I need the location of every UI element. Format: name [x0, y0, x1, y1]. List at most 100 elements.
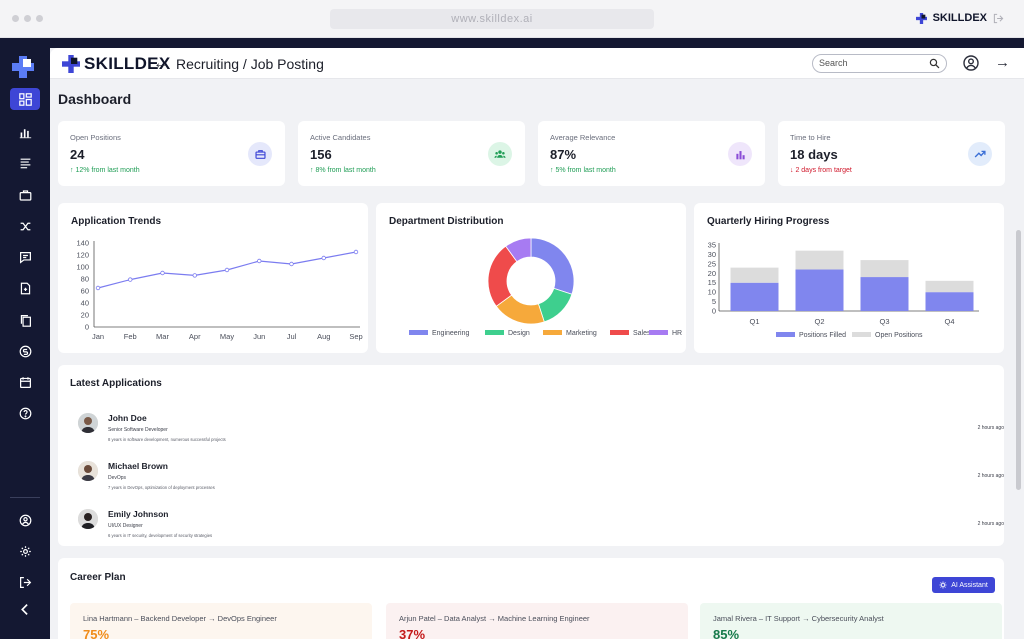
- main-content: SKILLDEX ← Recruiting / Job Posting → Da…: [50, 48, 1024, 639]
- y-tick-label: 30: [708, 250, 716, 259]
- applicant-description: 8 years in software development, numerou…: [108, 437, 226, 442]
- stat-label: Average Relevance: [550, 133, 616, 142]
- skilldex-logo-icon: [62, 55, 80, 73]
- help-icon: [19, 407, 31, 419]
- avatar: [78, 509, 98, 529]
- bar-open: [795, 250, 844, 270]
- career-plan-item[interactable]: Arjun Patel – Data Analyst → Machine Lea…: [386, 603, 688, 639]
- quarterly-hiring-card: Quarterly Hiring Progress 0 5 10 15 20 25 30 35…: [694, 203, 1004, 353]
- y-tick-label: 0: [85, 323, 89, 332]
- sidebar-item-files[interactable]: [10, 309, 40, 331]
- application-row[interactable]: John Doe Senior Software Developer 8 yea…: [78, 413, 1004, 453]
- y-tick-label: 0: [712, 307, 716, 316]
- browser-bar: www.skilldex.ai SKILLDEX: [0, 0, 1024, 38]
- briefcase-icon: [19, 189, 31, 201]
- application-row[interactable]: Michael Brown DevOps 7 years in DevOps, …: [78, 461, 1004, 501]
- bar-open: [730, 267, 779, 283]
- window-dot[interactable]: [36, 15, 43, 22]
- application-trends-card: Application Trends 0 20 40 60 80 100 120 140 Jan…: [58, 203, 368, 353]
- pie-slice: [537, 287, 573, 323]
- scrollbar[interactable]: [1016, 230, 1021, 490]
- applicant-description: 6 years in IT security, development of s…: [108, 533, 213, 538]
- pie-slice: [505, 237, 532, 263]
- career-plan-percent: 85%: [713, 627, 740, 639]
- career-plan-item[interactable]: Lina Hartmann – Backend Developer → DevO…: [70, 603, 372, 639]
- sidebar-item-settings[interactable]: [10, 540, 40, 562]
- stat-card-time-to-hire: Time to Hire 18 days ↓ 2 days from targe…: [778, 121, 1005, 186]
- sidebar-logo-icon[interactable]: [10, 54, 36, 85]
- x-tick-label: Jun: [253, 332, 265, 341]
- stat-card-average-relevance: Average Relevance 87% ↑ 5% from last mon…: [538, 121, 765, 186]
- address-bar[interactable]: www.skilldex.ai: [330, 9, 654, 29]
- sidebar-item-documents[interactable]: [10, 277, 40, 299]
- legend-swatch: [649, 330, 668, 335]
- header-logo[interactable]: SKILLDEX: [62, 54, 170, 74]
- sidebar-collapse-button[interactable]: [10, 598, 40, 620]
- legend-label: Marketing: [566, 330, 597, 337]
- forward-arrow-icon[interactable]: →: [995, 54, 1010, 71]
- stat-icon-wrap: [728, 142, 752, 166]
- chart-title: Application Trends: [71, 216, 162, 227]
- legend-swatch: [776, 332, 795, 337]
- legend-swatch: [409, 330, 428, 335]
- user-account-icon[interactable]: [963, 55, 979, 71]
- y-tick-label: 100: [76, 263, 89, 272]
- shuffle-icon: [20, 222, 30, 230]
- data-point: [321, 255, 326, 261]
- application-time: 2 hours ago: [977, 521, 1004, 527]
- sidebar-item-finance[interactable]: [10, 340, 40, 362]
- sidebar-item-dashboard[interactable]: [10, 88, 40, 110]
- window-dot[interactable]: [24, 15, 31, 22]
- logout-icon[interactable]: [993, 13, 1004, 24]
- y-tick-label: 80: [81, 275, 89, 284]
- latest-applications-card: Latest Applications John Doe Senior Soft…: [58, 365, 1004, 546]
- chart-title: Quarterly Hiring Progress: [707, 216, 830, 227]
- career-plan-item[interactable]: Jamal Rivera – IT Support → Cybersecurit…: [700, 603, 1002, 639]
- stat-label: Active Candidates: [310, 133, 371, 142]
- application-trends-chart: 0 20 40 60 80 100 120 140 Jan Feb Mar Apr May Jun Jul A…: [76, 239, 362, 342]
- search-icon[interactable]: [929, 58, 940, 69]
- bar-open: [925, 280, 974, 293]
- data-point: [192, 273, 197, 278]
- trending-up-icon: [974, 150, 986, 158]
- stat-card-open-positions: Open Positions 24 ↑ 12% from last month: [58, 121, 285, 186]
- career-plan-text: Arjun Patel – Data Analyst → Machine Lea…: [399, 614, 590, 623]
- sidebar: [0, 48, 50, 639]
- avatar: [78, 461, 98, 481]
- gear-icon: [19, 545, 31, 557]
- logout-icon: [19, 576, 31, 588]
- data-point: [95, 285, 101, 291]
- sidebar-item-logout[interactable]: [10, 571, 40, 593]
- application-row[interactable]: Emily Johnson UI/UX Designer 6 years in …: [78, 509, 1004, 549]
- data-point: [353, 249, 359, 255]
- y-tick-label: 5: [712, 297, 716, 306]
- y-tick-label: 20: [708, 269, 716, 278]
- search-input[interactable]: [819, 58, 919, 68]
- sidebar-item-calendar[interactable]: [10, 371, 40, 393]
- x-tick-label: Jul: [287, 332, 297, 341]
- sidebar-item-analytics[interactable]: [10, 121, 40, 143]
- search-box[interactable]: [812, 54, 947, 73]
- back-arrow-icon[interactable]: ←: [153, 55, 169, 72]
- top-header: SKILLDEX ← Recruiting / Job Posting →: [50, 48, 1024, 79]
- breadcrumb: Recruiting / Job Posting: [176, 56, 324, 72]
- legend-label: Design: [508, 330, 530, 337]
- x-tick-label: Q2: [814, 317, 824, 326]
- legend-swatch: [852, 332, 871, 337]
- sidebar-item-reports[interactable]: [10, 152, 40, 174]
- sidebar-item-help[interactable]: [10, 402, 40, 424]
- section-title: Latest Applications: [70, 378, 162, 389]
- sidebar-item-profile[interactable]: [10, 509, 40, 531]
- sidebar-item-messages[interactable]: [10, 246, 40, 268]
- stat-change: ↓ 2 days from target: [790, 167, 852, 174]
- ai-assistant-button[interactable]: AI Assistant: [932, 577, 995, 593]
- sidebar-item-jobs[interactable]: [10, 184, 40, 206]
- stat-value: 87%: [550, 147, 577, 162]
- x-tick-label: Q3: [879, 317, 889, 326]
- document-icon: [20, 282, 30, 294]
- data-point: [160, 270, 165, 276]
- sidebar-item-workflow[interactable]: [10, 215, 40, 237]
- grid-icon: [18, 92, 32, 106]
- page-title: Dashboard: [58, 91, 132, 107]
- window-dot[interactable]: [12, 15, 19, 22]
